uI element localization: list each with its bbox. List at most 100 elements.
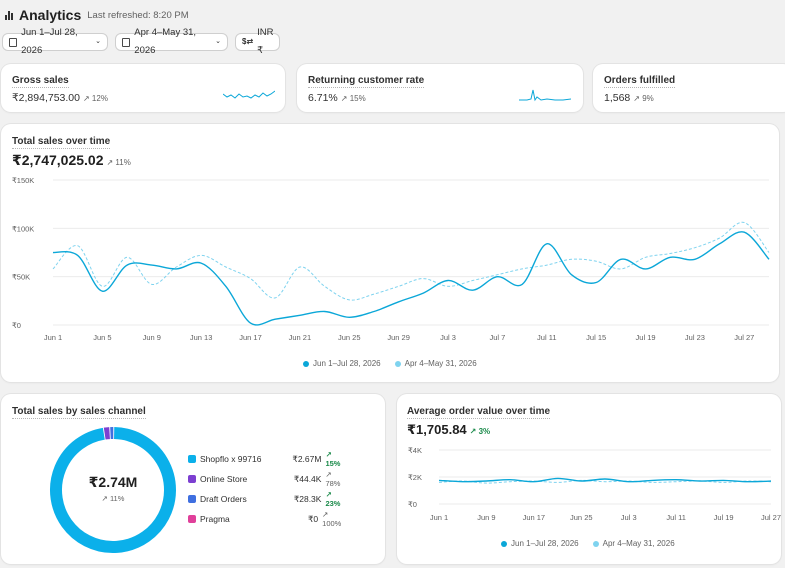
kpi-value-row: ₹2,894,753.00 ↗ 12% — [12, 92, 108, 104]
total-sales-card: Total sales over time ₹2,747,025.02 ↗ 11%… — [1, 124, 779, 382]
series-line-current — [438, 477, 772, 483]
aov-change: ↗ 3% — [469, 427, 491, 436]
kpi-returning-customer-rate[interactable]: Returning customer rate 6.71% ↗ 15% — [297, 64, 583, 112]
channel-swatch — [188, 475, 196, 483]
channel-row: Pragma ₹0 ↗ 100% — [188, 510, 348, 528]
channel-name: Pragma — [200, 514, 230, 524]
kpi-change: ↗ 15% — [340, 94, 366, 103]
x-tick-label: Jul 3 — [440, 333, 456, 342]
total-sales-chart: ₹0 ₹50K ₹100K ₹150K Jun 1 Jun 5 Jun 9 Jun 13 Jun… — [12, 176, 770, 342]
calendar-icon — [9, 37, 18, 47]
kpi-sparkline — [519, 89, 571, 102]
x-tick-label: Jun 5 — [93, 333, 111, 342]
x-tick-label: Jun 25 — [338, 333, 361, 342]
aov-value-row: ₹1,705.84 ↗ 3% — [407, 422, 490, 438]
card-title: Average order value over time — [407, 406, 551, 419]
kpi-value: ₹2,894,753.00 — [12, 92, 80, 104]
kpi-orders-fulfilled[interactable]: Orders fulfilled 1,568 ↗ 9% — [593, 64, 785, 112]
legend-previous: Apr 4–May 31, 2026 — [394, 359, 477, 368]
series-line-previous — [438, 479, 772, 484]
kpi-value: 6.71% — [308, 92, 338, 104]
channel-change: ↗ 23% — [325, 490, 341, 508]
card-title: Total sales over time — [12, 136, 111, 149]
kpi-value-row: 1,568 ↗ 9% — [604, 92, 654, 104]
currency-label: INR ₹ — [257, 27, 274, 56]
channel-donut-chart — [50, 427, 176, 553]
last-refreshed: Last refreshed: 8:20 PM — [87, 9, 189, 21]
channel-value: ₹2.67M — [292, 453, 322, 464]
y-tick-label: ₹100K — [12, 224, 34, 233]
donut-slice — [50, 427, 176, 553]
compare-range-label: Apr 4–May 31, 2026 — [134, 27, 197, 56]
card-title: Total sales by sales channel — [12, 406, 146, 419]
channel-name: Shopflo x 99716 — [200, 454, 262, 464]
x-tick-label: Jun 21 — [289, 333, 312, 342]
legend-previous-label: Apr 4–May 31, 2026 — [404, 359, 477, 368]
kpi-sparkline — [223, 90, 275, 99]
aov-legend: Jun 1–Jul 28, 2026 Apr 4–May 31, 2026 — [501, 539, 675, 548]
channel-value: ₹44.4K — [293, 473, 322, 484]
kpi-gross-sales[interactable]: Gross sales ₹2,894,753.00 ↗ 12% — [1, 64, 285, 112]
legend-current: Jun 1–Jul 28, 2026 — [303, 359, 381, 368]
channel-swatch — [188, 515, 196, 523]
legend-previous-label: Apr 4–May 31, 2026 — [602, 539, 675, 548]
y-tick-label: ₹2K — [408, 473, 422, 482]
currency-selector[interactable]: $⇄ INR ₹ — [235, 27, 280, 56]
channel-value: ₹0 — [308, 513, 319, 524]
x-tick-label: Jul 19 — [636, 333, 656, 342]
y-tick-label: ₹4K — [408, 446, 422, 455]
channel-row: Shopflo x 99716 ₹2.67M ↗ 15% — [188, 450, 348, 468]
x-tick-label: Jun 25 — [570, 513, 593, 522]
legend-current-label: Jun 1–Jul 28, 2026 — [313, 359, 381, 368]
date-range-picker[interactable]: Jun 1–Jul 28, 2026 ⌄ — [2, 27, 108, 56]
x-tick-label: Jul 15 — [586, 333, 606, 342]
x-tick-label: Jul 11 — [666, 513, 685, 522]
calendar-icon — [122, 37, 131, 47]
total-sales-change: ↗ 11% — [106, 158, 131, 167]
kpi-value: 1,568 — [604, 92, 631, 104]
bar-chart-icon — [5, 10, 13, 20]
series-line-current — [52, 231, 770, 326]
total-sales-value-row: ₹2,747,025.02 ↗ 11% — [12, 152, 131, 169]
channel-swatch — [188, 455, 196, 463]
channel-name: Draft Orders — [200, 494, 247, 504]
total-sales-value: ₹2,747,025.02 — [12, 152, 104, 168]
channel-change: ↗ 78% — [325, 470, 341, 488]
x-tick-label: Jun 13 — [190, 333, 213, 342]
aov-chart: ₹0 ₹2K ₹4K Jun 1 Jun 9 Jun 17 Jun 25 Jul 3 Jul 1… — [408, 446, 781, 522]
x-tick-label: Jun 9 — [477, 513, 495, 522]
donut-slice — [103, 427, 111, 440]
x-tick-label: Jun 1 — [430, 513, 448, 522]
channel-row: Draft Orders ₹28.3K ↗ 23% — [188, 490, 348, 508]
x-tick-label: Jul 27 — [734, 333, 754, 342]
x-tick-label: Jun 17 — [239, 333, 262, 342]
channel-change: ↗ 15% — [325, 450, 341, 468]
kpi-change: ↗ 12% — [83, 94, 108, 103]
exchange-icon: $⇄ — [242, 37, 254, 46]
aov-value: ₹1,705.84 — [407, 422, 467, 437]
series-line-previous — [52, 221, 770, 301]
x-tick-label: Jul 11 — [537, 333, 556, 342]
page-header: Analytics Last refreshed: 8:20 PM — [5, 7, 189, 23]
channel-row: Online Store ₹44.4K ↗ 78% — [188, 470, 348, 488]
channel-swatch — [188, 495, 196, 503]
channel-name: Online Store — [200, 474, 248, 484]
x-tick-label: Jul 19 — [714, 513, 734, 522]
x-tick-label: Jun 1 — [44, 333, 62, 342]
kpi-label: Gross sales — [12, 75, 69, 88]
x-tick-label: Jul 23 — [685, 333, 705, 342]
chevron-down-icon: ⌄ — [95, 38, 101, 45]
channel-change: ↗ 100% — [322, 510, 342, 528]
aov-card: Average order value over time ₹1,705.84 ↗… — [397, 394, 781, 564]
y-tick-label: ₹150K — [12, 176, 34, 185]
compare-range-picker[interactable]: Apr 4–May 31, 2026 ⌄ — [115, 27, 228, 56]
legend-current-label: Jun 1–Jul 28, 2026 — [511, 539, 579, 548]
x-tick-label: Jun 29 — [387, 333, 410, 342]
channel-value: ₹28.3K — [293, 493, 322, 504]
donut-center: ₹2.74M ↗ 11% — [49, 474, 177, 503]
x-tick-label: Jun 9 — [143, 333, 161, 342]
total-sales-legend: Jun 1–Jul 28, 2026 Apr 4–May 31, 2026 — [303, 359, 477, 368]
kpi-label: Returning customer rate — [308, 75, 425, 88]
donut-change: ↗ 11% — [101, 494, 125, 503]
y-tick-label: ₹50K — [12, 273, 30, 282]
